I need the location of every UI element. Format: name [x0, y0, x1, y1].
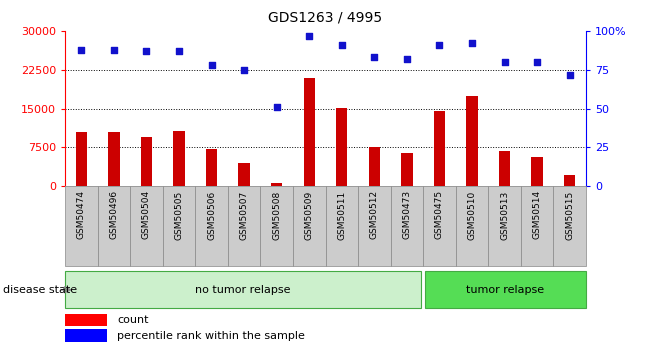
Bar [65, 186, 98, 266]
Bar [326, 186, 358, 266]
Text: GSM50474: GSM50474 [77, 190, 86, 239]
Text: count: count [117, 315, 148, 325]
Bar [65, 271, 421, 308]
Bar [368, 148, 380, 186]
Text: tumor relapse: tumor relapse [466, 285, 545, 295]
Point [304, 33, 314, 38]
Point [564, 72, 575, 77]
Bar [499, 151, 510, 186]
Text: GSM50507: GSM50507 [240, 190, 249, 239]
Point [467, 41, 477, 46]
Text: GSM50511: GSM50511 [337, 190, 346, 239]
Bar [206, 149, 217, 186]
Point [369, 55, 380, 60]
Point [337, 42, 347, 48]
Text: GSM50496: GSM50496 [109, 190, 118, 239]
Text: GSM50514: GSM50514 [533, 190, 542, 239]
Bar [564, 175, 575, 186]
Point [532, 59, 542, 65]
Bar [521, 186, 553, 266]
Bar [391, 186, 423, 266]
Text: percentile rank within the sample: percentile rank within the sample [117, 331, 305, 341]
Bar [303, 78, 315, 186]
Point [402, 56, 412, 62]
Bar [141, 137, 152, 186]
Text: GDS1263 / 4995: GDS1263 / 4995 [268, 10, 383, 24]
Bar [271, 183, 283, 186]
Text: GSM50512: GSM50512 [370, 190, 379, 239]
Point [141, 49, 152, 54]
Bar [488, 186, 521, 266]
Bar [228, 186, 260, 266]
Bar [173, 131, 185, 186]
Text: GSM50475: GSM50475 [435, 190, 444, 239]
Text: GSM50510: GSM50510 [467, 190, 477, 239]
Bar [456, 186, 488, 266]
Bar [65, 329, 107, 342]
Point [271, 104, 282, 110]
Point [499, 59, 510, 65]
Bar [425, 271, 586, 308]
Bar [195, 186, 228, 266]
Bar [98, 186, 130, 266]
Point [206, 62, 217, 68]
Text: GSM50473: GSM50473 [402, 190, 411, 239]
Text: GSM50504: GSM50504 [142, 190, 151, 239]
Text: GSM50515: GSM50515 [565, 190, 574, 239]
Text: no tumor relapse: no tumor relapse [195, 285, 291, 295]
Bar [336, 108, 348, 186]
Text: GSM50508: GSM50508 [272, 190, 281, 239]
Bar [293, 186, 326, 266]
Bar [108, 132, 120, 186]
Bar [130, 186, 163, 266]
Bar [76, 132, 87, 186]
Bar [553, 186, 586, 266]
Text: GSM50509: GSM50509 [305, 190, 314, 239]
Bar [466, 96, 478, 186]
Text: disease state: disease state [3, 285, 77, 295]
Bar [434, 111, 445, 186]
Text: GSM50505: GSM50505 [174, 190, 184, 239]
Bar [65, 314, 107, 326]
Bar [358, 186, 391, 266]
Text: GSM50506: GSM50506 [207, 190, 216, 239]
Point [434, 42, 445, 48]
Bar [531, 157, 543, 186]
Bar [238, 163, 250, 186]
Text: GSM50513: GSM50513 [500, 190, 509, 239]
Bar [401, 152, 413, 186]
Point [109, 47, 119, 52]
Bar [163, 186, 195, 266]
Point [76, 47, 87, 52]
Point [174, 49, 184, 54]
Point [239, 67, 249, 73]
Bar [260, 186, 293, 266]
Bar [423, 186, 456, 266]
